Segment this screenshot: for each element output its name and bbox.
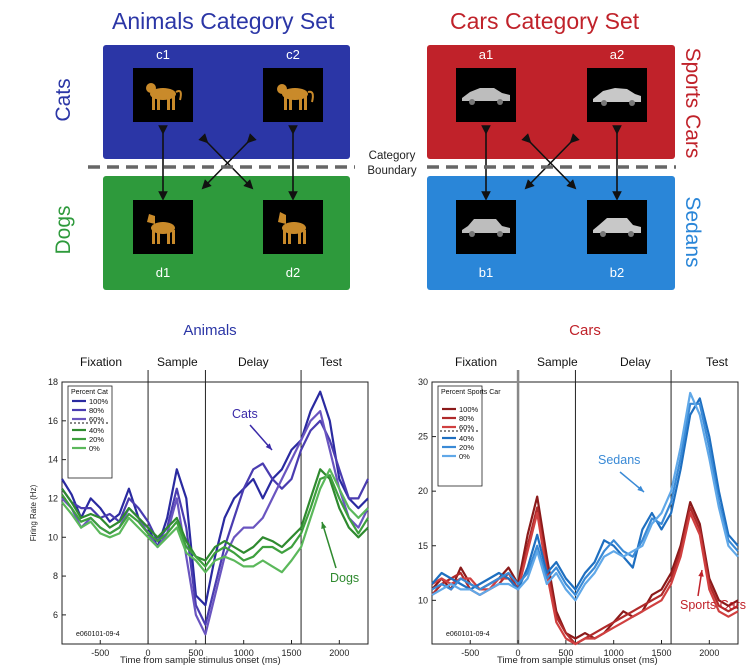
cars-ytick-label: 30	[418, 377, 428, 387]
animals-series-line-40pct	[61, 468, 369, 562]
cars-legend-label: 80%	[459, 414, 474, 423]
cars-legend-label: 60%	[459, 423, 474, 432]
car-image-a1	[456, 68, 516, 122]
animals-x-axis-label: Time from sample stimulus onset (ms)	[120, 655, 281, 666]
item-label-d2: d2	[285, 265, 301, 280]
cars-chart: -500 0 500 1000 1500 2000 10 15 20 25 30 Percent Sp…	[418, 370, 746, 658]
cars-xtick-label: 0	[516, 648, 521, 658]
cars-plot-frame	[431, 381, 739, 645]
cars-ytick-label: 15	[418, 541, 428, 551]
animals-ytick-label: 6	[53, 610, 58, 620]
cars-x-axis-label: Time from sample stimulus onset (ms)	[497, 655, 658, 666]
cars-legend-title: Percent Sports Car	[441, 389, 501, 396]
cars-phase-delay: Delay	[620, 355, 651, 369]
item-label-a2: a2	[609, 47, 625, 62]
cars-phase-test: Test	[706, 355, 729, 369]
animals-ytick-label: 8	[53, 571, 58, 581]
animals-xtick-label: 500	[188, 648, 203, 658]
cars-series-line-0pct	[431, 391, 739, 602]
cars-legend-label: 40%	[459, 434, 474, 443]
car-image-b2	[587, 200, 647, 254]
cars-legend-label: 100%	[459, 405, 479, 414]
animals-legend-label: 20%	[89, 435, 104, 444]
item-label-a1: a1	[478, 47, 494, 62]
animals-set-title: Animals Category Set	[112, 8, 335, 34]
cars-ytick-label: 10	[418, 595, 428, 605]
animals-ytick-label: 10	[48, 532, 58, 542]
animals-phase-fixation: Fixation	[80, 355, 123, 369]
dog-image-d1	[133, 200, 193, 254]
dog-image-d2	[263, 200, 323, 254]
item-label-b2: b2	[609, 265, 625, 280]
animals-ytick-label: 14	[48, 455, 58, 465]
animals-xtick-label: 1000	[234, 648, 254, 658]
animals-chart: -500 0 500 1000 1500 2000 6 8 10 12 14 16 18 Percent …	[29, 370, 369, 658]
cat-image-c1	[133, 68, 193, 122]
animals-series-line-20pct	[61, 474, 369, 568]
animals-legend-label: 60%	[89, 415, 104, 424]
animals-xtick-label: 0	[146, 648, 151, 658]
animals-series-line-100pct	[61, 390, 369, 607]
cars-series-line-60pct	[431, 511, 739, 646]
animals-panel-title: Animals	[183, 322, 237, 339]
animals-annotation-0: Cats	[232, 407, 258, 421]
boundary-line2: Boundary	[367, 165, 417, 177]
cars-ytick-label: 25	[418, 432, 428, 442]
animals-annotation-arrow-1	[321, 521, 337, 569]
animals-phase-sample: Sample	[157, 355, 198, 369]
cars-cell-id: e060101-09-4	[446, 631, 490, 638]
cars-annotation-1: Sports Cars	[680, 598, 746, 612]
animals-xtick-label: 2000	[329, 648, 349, 658]
cars-set-title: Cars Category Set	[450, 8, 640, 34]
cars-ytick-label: 20	[418, 486, 428, 496]
item-label-d1: d1	[155, 265, 171, 280]
cars-phase-sample: Sample	[537, 355, 578, 369]
animals-annotation-1: Dogs	[330, 571, 359, 585]
animals-cell-id: e060101-09-4	[76, 631, 120, 638]
animals-legend-label: 80%	[89, 406, 104, 415]
animals-phase-delay: Delay	[238, 355, 269, 369]
animals-legend-label: 0%	[89, 444, 100, 453]
car-image-a2	[587, 68, 647, 122]
animals-phase-test: Test	[320, 355, 343, 369]
animals-y-axis-label: Firing Rate (Hz)	[29, 484, 38, 541]
animals-annotation-arrowhead-0	[265, 443, 272, 450]
cars-series-line-80pct	[431, 506, 739, 646]
cars-xtick-label: -500	[461, 648, 479, 658]
cars-xtick-label: 1500	[651, 648, 671, 658]
item-label-c2: c2	[286, 47, 300, 62]
animals-xtick-label: -500	[91, 648, 109, 658]
item-label-b1: b1	[478, 265, 494, 280]
cars-xtick-label: 2000	[699, 648, 719, 658]
category-boundary-label: Category Boundary	[358, 149, 426, 179]
animals-ytick-label: 16	[48, 416, 58, 426]
category-arrows	[88, 125, 676, 201]
animals-series-line-0pct	[61, 468, 369, 574]
cat-image-c2	[263, 68, 323, 122]
animals-series-line-80pct	[61, 419, 369, 626]
cars-legend-box	[437, 385, 483, 487]
item-label-c1: c1	[156, 47, 170, 62]
cars-xtick-label: 1000	[604, 648, 624, 658]
cars-annotation-arrowhead-0	[637, 485, 644, 492]
animals-plot-frame	[61, 381, 369, 645]
animals-legend-title: Percent Cat	[71, 389, 108, 396]
cars-annotation-0: Sedans	[598, 453, 640, 467]
cars-series-line-40pct	[431, 397, 739, 591]
animals-legend-label: 40%	[89, 426, 104, 435]
animals-annotation-arrowhead-1	[321, 522, 327, 529]
cars-series-line-20pct	[431, 402, 739, 596]
animals-ytick-label: 12	[48, 493, 58, 503]
cars-panel-title: Cars	[569, 322, 601, 339]
cars-annotation-arrowhead-1	[698, 570, 704, 577]
car-image-b1	[456, 200, 516, 254]
boundary-line1: Category	[368, 150, 416, 162]
animals-legend-label: 100%	[89, 397, 109, 406]
animals-ytick-label: 18	[48, 377, 58, 387]
cars-phase-fixation: Fixation	[455, 355, 498, 369]
animals-xtick-label: 1500	[281, 648, 301, 658]
cars-legend-label: 20%	[459, 443, 474, 452]
cars-legend-label: 0%	[459, 452, 470, 461]
cars-xtick-label: 500	[558, 648, 573, 658]
